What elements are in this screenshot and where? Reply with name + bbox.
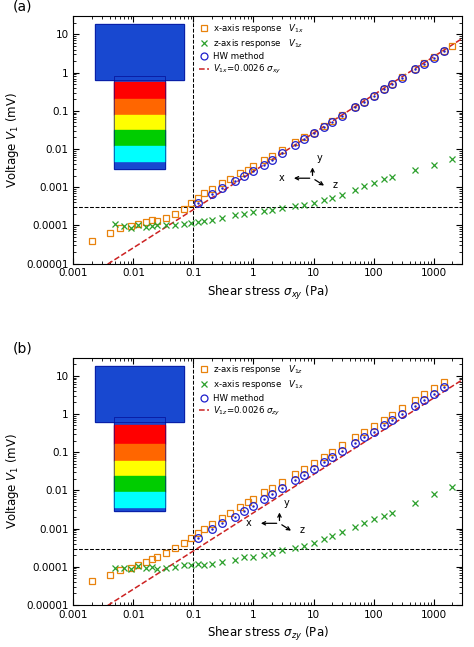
X-axis label: Shear stress $\sigma_{zy}$ (Pa): Shear stress $\sigma_{zy}$ (Pa) bbox=[207, 626, 329, 643]
Y-axis label: Voltage $V_1$ (mV): Voltage $V_1$ (mV) bbox=[3, 433, 20, 529]
Text: y: y bbox=[284, 498, 290, 508]
Text: x: x bbox=[246, 518, 251, 528]
Text: x: x bbox=[279, 173, 284, 182]
Text: (b): (b) bbox=[13, 341, 33, 355]
X-axis label: Shear stress $\sigma_{xy}$ (Pa): Shear stress $\sigma_{xy}$ (Pa) bbox=[207, 284, 329, 302]
Legend: z-axis response   $V_{1z}$, x-axis response   $V_{1x}$, HW method, $V_{1z}$=0.00: z-axis response $V_{1z}$, x-axis respons… bbox=[196, 360, 307, 421]
Text: (a): (a) bbox=[13, 0, 33, 14]
Text: z: z bbox=[332, 181, 337, 190]
Legend: x-axis response   $V_{1x}$, z-axis response   $V_{1z}$, HW method, $V_{1x}$=0.00: x-axis response $V_{1x}$, z-axis respons… bbox=[196, 19, 307, 79]
Text: y: y bbox=[317, 153, 323, 163]
Text: z: z bbox=[299, 525, 304, 535]
Y-axis label: Voltage $V_1$ (mV): Voltage $V_1$ (mV) bbox=[3, 92, 20, 188]
